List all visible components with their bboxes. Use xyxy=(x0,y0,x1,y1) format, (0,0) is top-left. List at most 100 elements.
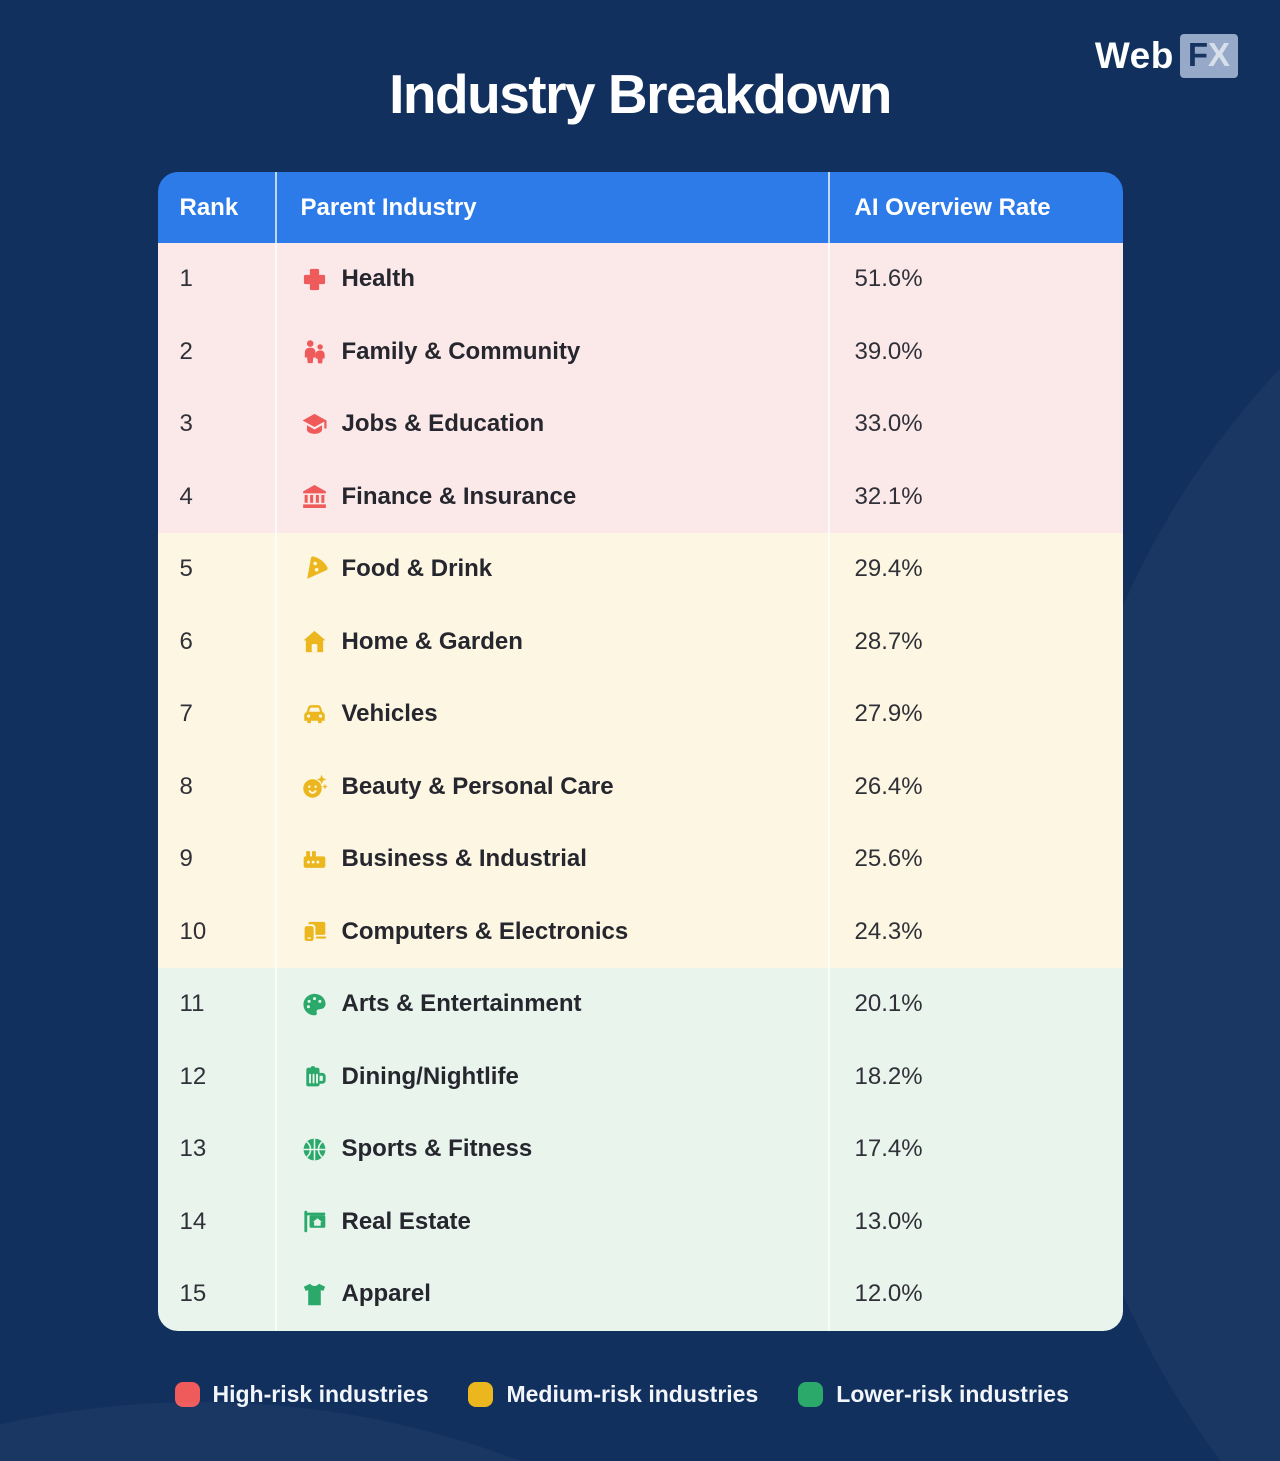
rate-cell: 33.0% xyxy=(854,410,923,438)
logo-web-text: Web xyxy=(1094,35,1174,76)
industry-cell: Business & Industrial xyxy=(277,823,830,896)
rank-cell: 6 xyxy=(158,605,277,678)
rank-cell: 5 xyxy=(158,533,277,606)
industry-label: Jobs & Education xyxy=(341,410,545,438)
rank-cell: 3 xyxy=(158,388,277,461)
rate-cell: 24.3% xyxy=(854,917,923,945)
background-curve-decoration xyxy=(0,1402,1100,1461)
legend-label: Lower-risk industries xyxy=(836,1380,1069,1407)
table-row: 4 Finance & Insurance 32.1% xyxy=(157,460,1123,533)
rate-cell: 26.4% xyxy=(854,772,923,800)
industry-label: Home & Garden xyxy=(341,627,523,655)
table-row: 1 Health 51.6% xyxy=(157,243,1123,316)
bank-icon xyxy=(301,483,328,510)
rank-cell: 8 xyxy=(158,750,277,823)
industry-cell: Health xyxy=(277,243,830,316)
rank-cell: 10 xyxy=(158,895,277,968)
table-header-row: Rank Parent Industry AI Overview Rate xyxy=(157,172,1123,243)
table-row: 10 Computers & Electronics 24.3% xyxy=(157,895,1123,968)
rate-cell: 13.0% xyxy=(854,1207,923,1235)
table-row: 7 Vehicles 27.9% xyxy=(157,678,1123,751)
industry-label: Dining/Nightlife xyxy=(341,1062,519,1090)
legend: High-risk industries Medium-risk industr… xyxy=(158,1381,1123,1408)
legend-item-lower-risk: Lower-risk industries xyxy=(798,1381,1069,1408)
table-row: 15 Apparel 12.0% xyxy=(157,1258,1123,1331)
smiley-sparkle-icon xyxy=(301,773,328,800)
industry-label: Finance & Insurance xyxy=(341,482,577,510)
lower-risk-swatch xyxy=(798,1381,824,1407)
table-row: 14 Real Estate 13.0% xyxy=(157,1185,1123,1258)
industry-label: Health xyxy=(341,265,415,293)
industry-cell: Real Estate xyxy=(277,1185,830,1258)
rate-cell: 39.0% xyxy=(854,337,923,365)
table-row: 12 Dining/Nightlife 18.2% xyxy=(157,1040,1123,1113)
industry-cell: Computers & Electronics xyxy=(277,895,830,968)
table-row: 5 Food & Drink 29.4% xyxy=(157,533,1123,606)
pizza-icon xyxy=(301,556,328,583)
industry-cell: Food & Drink xyxy=(277,533,830,606)
industry-cell: Jobs & Education xyxy=(277,388,830,461)
industry-cell: Family & Community xyxy=(277,315,830,388)
rank-cell: 4 xyxy=(158,460,277,533)
rank-cell: 15 xyxy=(158,1258,277,1331)
industry-label: Arts & Entertainment xyxy=(341,990,582,1018)
rank-cell: 1 xyxy=(158,243,277,316)
industry-label: Computers & Electronics xyxy=(341,917,629,945)
industry-cell: Dining/Nightlife xyxy=(277,1040,830,1113)
rank-cell: 2 xyxy=(158,315,277,388)
rank-cell: 12 xyxy=(158,1040,277,1113)
industry-label: Business & Industrial xyxy=(341,845,587,873)
rate-cell: 12.0% xyxy=(854,1280,923,1308)
rank-cell: 14 xyxy=(158,1185,277,1258)
table-row: 6 Home & Garden 28.7% xyxy=(157,605,1123,678)
house-icon xyxy=(301,628,328,655)
rate-cell: 29.4% xyxy=(854,555,923,583)
industry-cell: Beauty & Personal Care xyxy=(277,750,830,823)
table-row: 8 Beauty & Personal Care 26.4% xyxy=(157,750,1123,823)
family-icon xyxy=(301,338,328,365)
industry-cell: Sports & Fitness xyxy=(277,1113,830,1186)
legend-label: High-risk industries xyxy=(212,1380,429,1407)
factory-icon xyxy=(301,846,328,873)
medium-risk-swatch xyxy=(468,1381,494,1407)
rate-cell: 32.1% xyxy=(854,482,923,510)
industry-cell: Finance & Insurance xyxy=(277,460,830,533)
devices-icon xyxy=(301,918,328,945)
high-risk-swatch xyxy=(174,1381,200,1407)
industry-table: Rank Parent Industry AI Overview Rate 1 … xyxy=(157,172,1123,1331)
rank-cell: 11 xyxy=(158,968,277,1041)
header-rank: Rank xyxy=(158,172,277,243)
industry-label: Family & Community xyxy=(341,337,581,365)
rate-cell: 51.6% xyxy=(854,265,923,293)
graduation-cap-icon xyxy=(301,411,328,438)
industry-label: Apparel xyxy=(341,1280,431,1308)
table-row: 13 Sports & Fitness 17.4% xyxy=(157,1113,1123,1186)
rate-cell: 18.2% xyxy=(854,1062,923,1090)
industry-label: Vehicles xyxy=(341,700,438,728)
table-row: 2 Family & Community 39.0% xyxy=(157,315,1123,388)
rate-cell: 25.6% xyxy=(854,845,923,873)
legend-item-high-risk: High-risk industries xyxy=(174,1380,429,1408)
industry-cell: Home & Garden xyxy=(277,605,830,678)
table-row: 9 Business & Industrial 25.6% xyxy=(157,823,1123,896)
rate-cell: 17.4% xyxy=(854,1135,923,1163)
rate-cell: 28.7% xyxy=(854,627,923,655)
industry-cell: Vehicles xyxy=(277,678,830,751)
industry-label: Real Estate xyxy=(341,1207,471,1235)
header-parent-industry: Parent Industry xyxy=(277,172,830,243)
table-row: 11 Arts & Entertainment 20.1% xyxy=(157,968,1123,1041)
rate-cell: 27.9% xyxy=(854,700,923,728)
rate-cell: 20.1% xyxy=(854,990,923,1018)
industry-label: Beauty & Personal Care xyxy=(341,772,614,800)
table-row: 3 Jobs & Education 33.0% xyxy=(157,388,1123,461)
industry-cell: Arts & Entertainment xyxy=(277,968,830,1041)
legend-item-medium-risk: Medium-risk industries xyxy=(468,1381,758,1408)
industry-cell: Apparel xyxy=(277,1258,830,1331)
palette-icon xyxy=(301,991,328,1018)
health-cross-icon xyxy=(301,266,328,293)
tshirt-icon xyxy=(301,1281,328,1308)
car-icon xyxy=(301,701,328,728)
